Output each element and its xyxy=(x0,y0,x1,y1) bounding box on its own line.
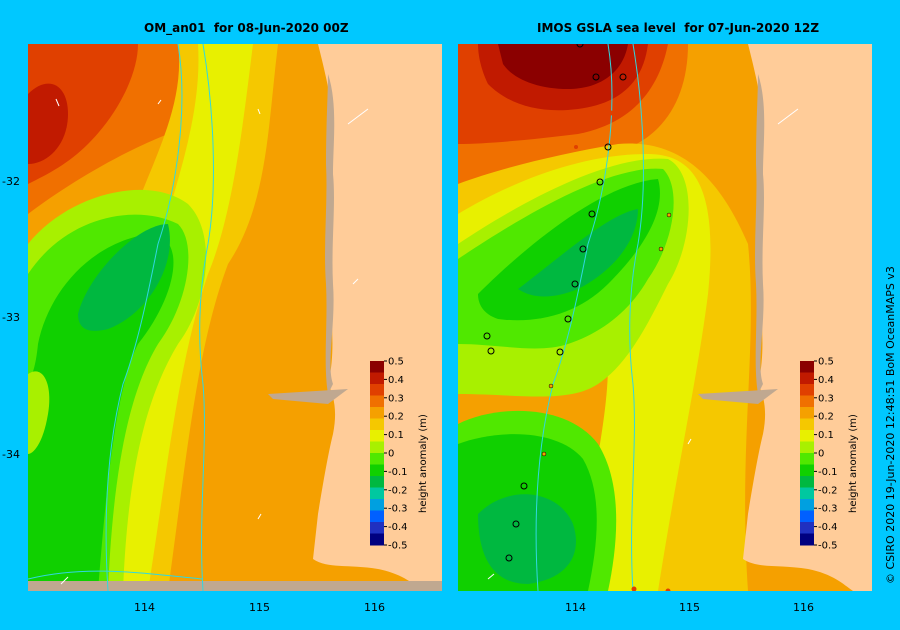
colorbar-swatch xyxy=(800,487,814,500)
colorbar-swatch xyxy=(370,418,384,431)
observation-markers xyxy=(483,44,627,562)
colorbar-tick-label: 0.4 xyxy=(818,375,834,386)
colorbar-swatch xyxy=(370,430,384,442)
colorbar-tick-label: 0 xyxy=(388,449,394,460)
colorbar-swatch xyxy=(370,384,384,396)
colorbar-swatch xyxy=(800,522,814,534)
colorbar-swatch xyxy=(370,407,384,419)
colorbar-swatch xyxy=(800,441,814,454)
colorbar-swatch xyxy=(370,395,384,408)
colorbar-swatch xyxy=(800,499,814,511)
credit-text: © CSIRO 2020 19-Jun-2020 12:48:51 BoM Oc… xyxy=(884,266,897,584)
colorbar-tick-label: -0.4 xyxy=(818,522,838,533)
colorbar-swatch xyxy=(800,464,814,477)
colorbar-tick-label: -0.3 xyxy=(818,504,838,515)
lat-tick: -33 xyxy=(2,311,20,324)
colorbar-swatch xyxy=(800,476,814,488)
colorbar-tick-label: 0.4 xyxy=(388,375,404,386)
colorbar-swatch xyxy=(370,476,384,488)
lon-tick: 116 xyxy=(364,601,385,614)
colorbar-swatch xyxy=(370,441,384,454)
right-panel-title: IMOS GSLA sea level for 07-Jun-2020 12Z xyxy=(537,21,820,35)
colorbar-tick-label: 0.2 xyxy=(818,412,834,423)
colorbar-swatch xyxy=(370,361,384,373)
colorbar-label: height anomaly (m) xyxy=(848,414,859,513)
colorbar-tick-label: -0.3 xyxy=(388,504,408,515)
colorbar-tick-label: 0.3 xyxy=(388,393,404,404)
lon-tick: 114 xyxy=(565,601,586,614)
right-colorbar: 0.5 0.4 0.3 0.2 0.1 0 -0.1 -0.2 -0.3 -0.4 -0.5 heig… xyxy=(798,355,868,555)
colorbar-tick-label: -0.4 xyxy=(388,522,408,533)
colorbar-tick-label: -0.5 xyxy=(818,541,838,552)
colorbar-swatch xyxy=(800,407,814,419)
colorbar-swatch xyxy=(370,453,384,465)
colorbar-tick-label: -0.5 xyxy=(388,541,408,552)
left-colorbar: 0.5 0.4 0.3 0.2 0.1 0 -0.1 -0.2 -0.3 -0.4 -0.5 heig… xyxy=(368,355,438,555)
colorbar-tick-label: 0.1 xyxy=(388,430,404,441)
colorbar-swatch xyxy=(800,372,814,385)
colorbar-swatch xyxy=(800,453,814,465)
colorbar-tick-label: -0.2 xyxy=(818,485,838,496)
colorbar-swatch xyxy=(370,464,384,477)
colorbar-tick-label: 0.2 xyxy=(388,412,404,423)
colorbar-swatch xyxy=(800,384,814,396)
left-panel-title: OM_an01 for 08-Jun-2020 00Z xyxy=(144,21,349,35)
lon-tick: 115 xyxy=(249,601,270,614)
colorbar-tick-label: -0.1 xyxy=(818,467,838,478)
colorbar-swatch xyxy=(370,487,384,500)
left-sea-level-map xyxy=(28,44,442,591)
lon-tick: 115 xyxy=(679,601,700,614)
lon-tick: 114 xyxy=(134,601,155,614)
colorbar-swatch xyxy=(370,499,384,511)
colorbar-swatch xyxy=(370,372,384,385)
colorbar-swatch xyxy=(370,522,384,534)
colorbar-swatch xyxy=(800,361,814,373)
right-sea-level-map xyxy=(458,44,872,591)
colorbar-swatch xyxy=(800,418,814,431)
colorbar-tick-label: 0.3 xyxy=(818,393,834,404)
colorbar-tick-label: 0.5 xyxy=(818,357,834,368)
colorbar-tick-label: 0.5 xyxy=(388,357,404,368)
colorbar-label: height anomaly (m) xyxy=(418,414,429,513)
colorbar-swatch xyxy=(370,533,384,546)
colorbar-swatch xyxy=(800,510,814,523)
lon-tick: 116 xyxy=(793,601,814,614)
colorbar-swatch xyxy=(800,533,814,546)
lat-tick: -32 xyxy=(2,175,20,188)
colorbar-tick-label: 0.1 xyxy=(818,430,834,441)
lat-tick: -34 xyxy=(2,448,20,461)
colorbar-swatch xyxy=(370,510,384,523)
colorbar-swatch xyxy=(800,395,814,408)
colorbar-swatch xyxy=(800,430,814,442)
colorbar-tick-label: -0.2 xyxy=(388,485,408,496)
track-markers xyxy=(574,110,671,591)
colorbar-tick-label: -0.1 xyxy=(388,467,408,478)
colorbar-tick-label: 0 xyxy=(818,449,824,460)
